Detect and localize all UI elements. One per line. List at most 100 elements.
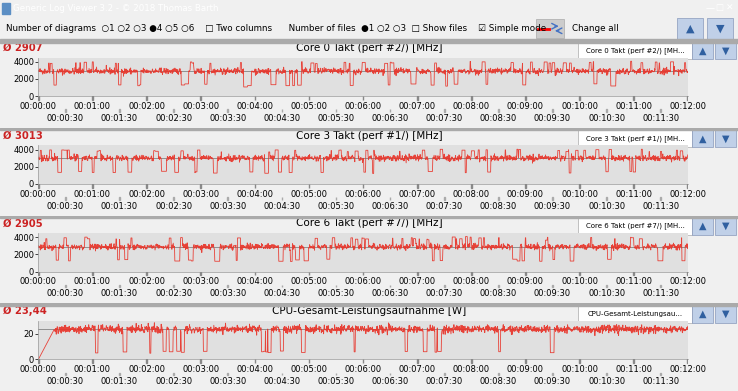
Text: ▲: ▲ [699,309,706,319]
Text: Core 0 Takt (perf #2/) [MHz]: Core 0 Takt (perf #2/) [MHz] [296,43,442,53]
Text: 00:09:30: 00:09:30 [534,202,571,211]
Text: 00:11:00: 00:11:00 [615,190,652,199]
Text: 00:07:00: 00:07:00 [399,190,435,199]
Text: 00:11:00: 00:11:00 [615,365,652,374]
FancyBboxPatch shape [707,18,733,39]
Text: 00:05:30: 00:05:30 [317,114,354,123]
Text: 00:02:30: 00:02:30 [155,289,192,298]
Text: 00:08:30: 00:08:30 [480,202,517,211]
Text: 00:03:00: 00:03:00 [182,365,219,374]
Text: ▼: ▼ [722,133,729,143]
Text: 00:06:30: 00:06:30 [371,114,409,123]
Text: 00:11:30: 00:11:30 [642,377,679,386]
Text: CPU-Gesamt-Leistungsau...: CPU-Gesamt-Leistungsau... [587,311,683,317]
FancyBboxPatch shape [536,19,564,38]
Text: ✕: ✕ [725,4,733,13]
Text: 00:10:00: 00:10:00 [561,102,598,111]
Text: 00:01:00: 00:01:00 [74,365,111,374]
Text: 00:11:30: 00:11:30 [642,114,679,123]
Text: 00:09:00: 00:09:00 [507,102,544,111]
Text: 00:10:30: 00:10:30 [588,202,625,211]
Text: 00:02:00: 00:02:00 [128,102,165,111]
Text: 00:00:30: 00:00:30 [47,377,84,386]
Text: 00:05:00: 00:05:00 [291,102,328,111]
Text: 00:04:30: 00:04:30 [263,377,300,386]
Text: 00:01:00: 00:01:00 [74,190,111,199]
FancyBboxPatch shape [715,305,736,323]
Text: 00:04:30: 00:04:30 [263,202,300,211]
Text: 00:11:00: 00:11:00 [615,102,652,111]
Text: 00:09:00: 00:09:00 [507,190,544,199]
Bar [0,39,738,40]
Text: 00:00:00: 00:00:00 [20,102,57,111]
Text: 00:01:30: 00:01:30 [101,202,138,211]
Text: 00:08:00: 00:08:00 [453,102,490,111]
Text: ▲: ▲ [699,133,706,143]
Text: 00:02:00: 00:02:00 [128,365,165,374]
Text: 00:06:00: 00:06:00 [345,365,382,374]
Text: 00:01:00: 00:01:00 [74,277,111,286]
Text: ▲: ▲ [699,45,706,56]
FancyBboxPatch shape [692,305,713,323]
Text: ▲: ▲ [699,221,706,231]
Text: Ø 23,44: Ø 23,44 [3,306,46,316]
Text: ▼: ▼ [722,45,729,56]
Text: Core 6 Takt (perf #7/) [MHz]: Core 6 Takt (perf #7/) [MHz] [296,219,442,228]
Text: 00:05:00: 00:05:00 [291,277,328,286]
Text: 00:00:00: 00:00:00 [20,277,57,286]
Text: 00:04:30: 00:04:30 [263,289,300,298]
Text: 00:00:30: 00:00:30 [47,202,84,211]
Text: 00:09:30: 00:09:30 [534,114,571,123]
Text: 00:04:00: 00:04:00 [236,365,273,374]
FancyBboxPatch shape [692,129,713,147]
Text: 00:04:00: 00:04:00 [236,277,273,286]
Text: 00:11:00: 00:11:00 [615,277,652,286]
Text: Ø 3013: Ø 3013 [3,131,43,141]
Text: 00:03:30: 00:03:30 [209,377,246,386]
Text: ▼: ▼ [722,221,729,231]
Text: 00:06:00: 00:06:00 [345,102,382,111]
Text: 00:10:30: 00:10:30 [588,289,625,298]
Bar [2,3,10,14]
Bar [0,303,738,306]
Text: 00:01:30: 00:01:30 [101,377,138,386]
Text: ▲: ▲ [686,23,694,34]
Text: 00:07:30: 00:07:30 [426,202,463,211]
FancyBboxPatch shape [677,18,703,39]
Text: 00:05:30: 00:05:30 [317,202,354,211]
Text: 00:10:00: 00:10:00 [561,365,598,374]
FancyBboxPatch shape [715,217,736,235]
Text: 00:02:00: 00:02:00 [128,190,165,199]
Text: Generic Log Viewer 3.2 - © 2018 Thomas Barth: Generic Log Viewer 3.2 - © 2018 Thomas B… [13,4,218,13]
Text: 00:11:30: 00:11:30 [642,289,679,298]
Text: 00:03:30: 00:03:30 [209,289,246,298]
Text: Core 0 Takt (perf #2/) [MH...: Core 0 Takt (perf #2/) [MH... [586,47,684,54]
Text: 00:00:30: 00:00:30 [47,289,84,298]
FancyBboxPatch shape [715,42,736,59]
Text: ☐: ☐ [715,4,724,13]
Text: 00:10:00: 00:10:00 [561,190,598,199]
Text: 00:01:30: 00:01:30 [101,289,138,298]
Text: 00:06:30: 00:06:30 [371,202,409,211]
Text: 00:06:00: 00:06:00 [345,190,382,199]
Text: 00:08:00: 00:08:00 [453,365,490,374]
Text: 00:02:30: 00:02:30 [155,377,192,386]
Bar [0,40,738,43]
Text: 00:09:30: 00:09:30 [534,377,571,386]
Text: 00:07:00: 00:07:00 [399,277,435,286]
Text: 00:05:30: 00:05:30 [317,377,354,386]
Text: 00:01:30: 00:01:30 [101,114,138,123]
Text: 00:03:00: 00:03:00 [182,190,219,199]
Text: 00:12:00: 00:12:00 [669,102,706,111]
Text: 00:02:00: 00:02:00 [128,277,165,286]
Text: 00:04:30: 00:04:30 [263,114,300,123]
Text: 00:03:00: 00:03:00 [182,102,219,111]
FancyBboxPatch shape [692,217,713,235]
Text: 00:12:00: 00:12:00 [669,365,706,374]
Text: 00:03:30: 00:03:30 [209,114,246,123]
Text: 00:05:00: 00:05:00 [291,365,328,374]
Text: 00:10:30: 00:10:30 [588,114,625,123]
FancyBboxPatch shape [578,217,692,235]
Text: 00:09:00: 00:09:00 [507,365,544,374]
FancyBboxPatch shape [578,305,692,323]
